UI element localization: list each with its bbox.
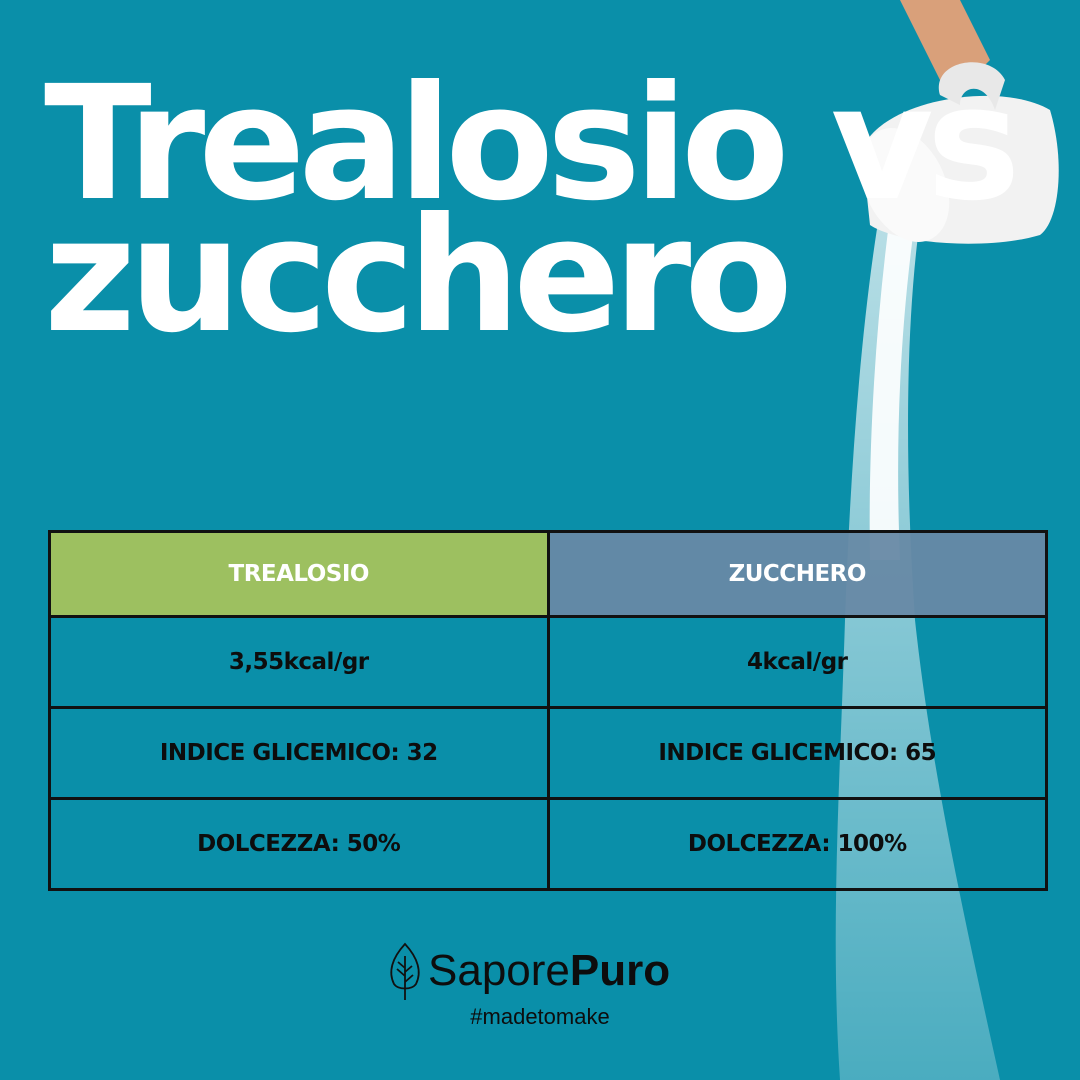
table-row: 3,55kcal/gr 4kcal/gr — [48, 615, 1048, 709]
title-line-2: zucchero — [44, 184, 793, 368]
title-line-1: Trealosio vs — [44, 52, 1021, 236]
header-trealosio: TREALOSIO — [48, 530, 550, 618]
brand-tagline: #madetomake — [470, 1004, 610, 1029]
table-row: INDICE GLICEMICO: 32 INDICE GLICEMICO: 6… — [48, 706, 1048, 800]
comparison-table: TREALOSIO ZUCCHERO 3,55kcal/gr 4kcal/gr … — [48, 530, 1048, 891]
table-row: DOLCEZZA: 50% DOLCEZZA: 100% — [48, 797, 1048, 891]
brand-name-light: Sapore — [428, 946, 570, 995]
table-cell: INDICE GLICEMICO: 32 — [48, 706, 550, 800]
table-cell: INDICE GLICEMICO: 65 — [546, 706, 1048, 800]
header-zucchero: ZUCCHERO — [546, 530, 1048, 618]
brand-name-bold: Puro — [569, 946, 671, 995]
brand-name: SaporePuro — [428, 946, 670, 996]
brand-logo: SaporePuro — [388, 942, 670, 1000]
table-cell: 3,55kcal/gr — [48, 615, 550, 709]
page-title: Trealosio vs zucchero — [44, 65, 1021, 355]
table-cell: 4kcal/gr — [546, 615, 1048, 709]
table-cell: DOLCEZZA: 50% — [48, 797, 550, 891]
leaf-icon — [390, 942, 420, 1000]
table-cell: DOLCEZZA: 100% — [546, 797, 1048, 891]
table-header-row: TREALOSIO ZUCCHERO — [48, 530, 1048, 618]
